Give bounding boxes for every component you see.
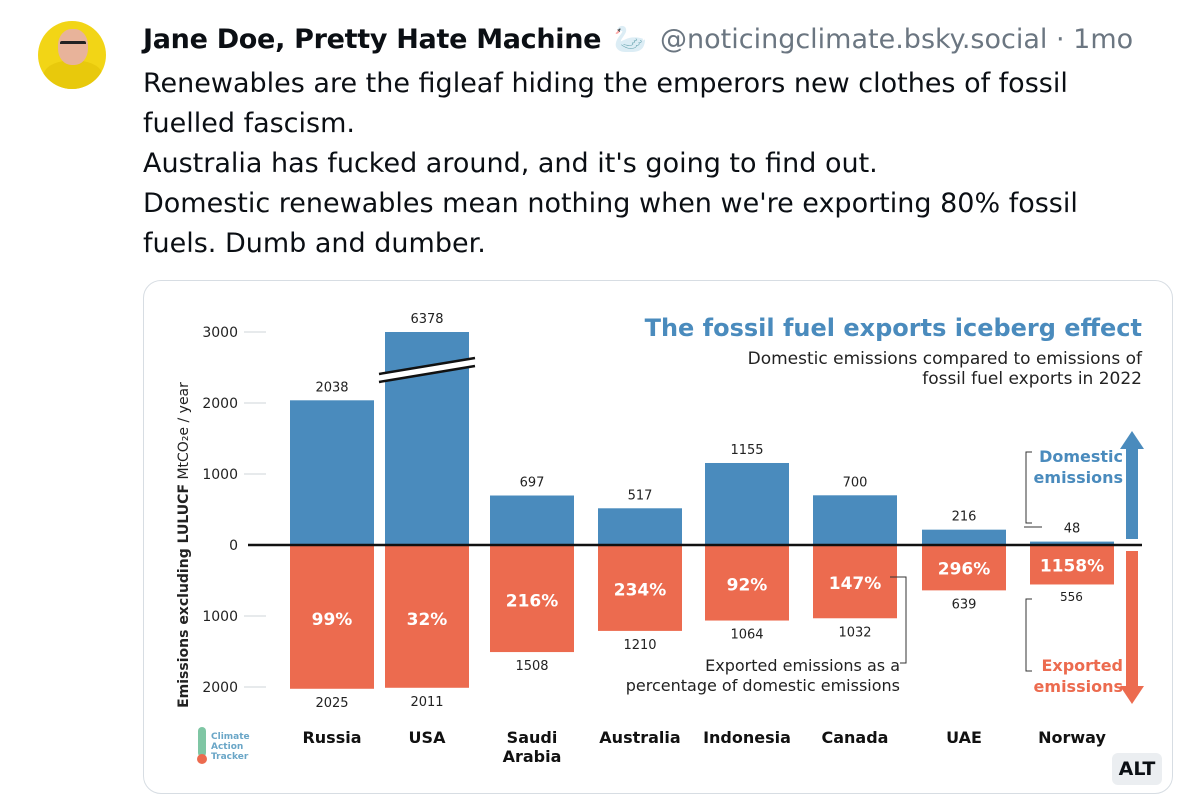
domestic-arrow-head — [1120, 431, 1144, 449]
exported-bar — [490, 545, 574, 653]
post-header: Jane Doe, Pretty Hate Machine 🦢 @noticin… — [143, 22, 1133, 58]
category-label: Norway — [1038, 728, 1106, 747]
exported-bar — [598, 545, 682, 631]
legend-bracket — [1025, 451, 1032, 524]
domestic-value-label: 216 — [952, 510, 977, 525]
domestic-bar — [598, 508, 682, 545]
axis-break-line — [378, 356, 476, 376]
legend-bracket — [1025, 598, 1032, 672]
domestic-value-label: 697 — [520, 476, 545, 491]
logo-text: Action — [211, 742, 243, 752]
exported-bar — [705, 545, 789, 621]
chart-title: The fossil fuel exports iceberg effect — [645, 314, 1142, 342]
exported-arrow-head — [1120, 686, 1144, 704]
y-axis-label: Emissions excluding LULUCF MtCO₂e / year — [176, 382, 192, 708]
legend-domestic-label: Domestic — [1039, 447, 1123, 466]
norway-exported-value-label: 556 — [1060, 590, 1083, 604]
percentage-annotation: percentage of domestic emissions — [626, 676, 900, 695]
y-tick-label: 3000 — [202, 325, 238, 341]
y-tick-label: 2000 — [202, 680, 238, 696]
domestic-bar — [490, 495, 574, 545]
exported-value-label: 1210 — [623, 638, 656, 653]
exported-bar — [1030, 545, 1114, 585]
post-paragraph: Renewables are the figleaf hiding the em… — [143, 68, 1077, 139]
category-label: USA — [409, 728, 447, 747]
exported-bar — [290, 545, 374, 689]
category-label: Canada — [822, 728, 889, 747]
annotation-bracket — [890, 576, 907, 664]
exported-arrow-shaft — [1126, 551, 1138, 686]
legend-exported-label: emissions — [1034, 677, 1123, 696]
domestic-bar — [922, 529, 1006, 545]
category-label: Saudi — [507, 728, 558, 747]
author-avatar[interactable] — [38, 21, 106, 89]
legend-exported-label: Exported — [1041, 656, 1123, 675]
export-percentage-label: 296% — [938, 560, 991, 580]
post-paragraph: Domestic renewables mean nothing when we… — [143, 188, 1087, 259]
export-percentage-label: 99% — [312, 610, 353, 630]
y-tick-label: 0 — [229, 538, 238, 554]
export-percentage-label: 32% — [407, 610, 448, 630]
exported-value-label: 1032 — [838, 625, 871, 640]
y-tick-label: 1000 — [202, 467, 238, 483]
domestic-arrow-shaft — [1126, 449, 1138, 539]
export-percentage-label: 216% — [506, 592, 559, 612]
iceberg-chart: The fossil fuel exports iceberg effect Do… — [176, 312, 1144, 766]
y-tick-label: 1000 — [202, 609, 238, 625]
percentage-annotation: Exported emissions as a — [705, 656, 900, 675]
exported-value-label: 1064 — [730, 628, 763, 643]
exported-value-label: 639 — [952, 597, 977, 612]
domestic-value-label: 1155 — [730, 443, 763, 458]
swan-emoji-icon: 🦢 — [613, 24, 648, 55]
category-label: UAE — [946, 728, 982, 747]
export-percentage-label: 234% — [614, 581, 667, 601]
domestic-value-label: 2038 — [315, 380, 348, 395]
exported-bar — [385, 545, 469, 688]
exported-bar — [813, 545, 897, 619]
meta-separator: · — [1055, 24, 1065, 55]
axis-break-line — [378, 364, 476, 384]
domestic-value-label: 517 — [628, 488, 653, 503]
image-embed[interactable]: The fossil fuel exports iceberg effect Do… — [143, 280, 1173, 794]
chart-subtitle: Domestic emissions compared to emissions… — [748, 349, 1143, 369]
logo-thermometer-icon — [198, 727, 206, 757]
domestic-bar — [1030, 541, 1114, 545]
domestic-bar — [813, 495, 897, 545]
category-label: Australia — [599, 728, 680, 747]
y-tick-label: 2000 — [202, 396, 238, 412]
author-name[interactable]: Jane Doe, Pretty Hate Machine — [143, 24, 602, 55]
post-text: Renewables are the figleaf hiding the em… — [143, 64, 1143, 264]
author-handle[interactable]: @noticingclimate.bsky.social — [660, 24, 1048, 55]
exported-value-label: 1508 — [515, 659, 548, 674]
axis-break-gap — [379, 358, 475, 382]
export-percentage-label: 92% — [727, 575, 768, 595]
post-paragraph: Australia has fucked around, and it's go… — [143, 148, 878, 179]
export-percentage-label: 147% — [829, 574, 882, 594]
domestic-value-label: 6378 — [410, 312, 443, 327]
logo-text: Climate — [211, 732, 250, 742]
domestic-bar — [705, 462, 789, 545]
domestic-value-label: 700 — [843, 475, 868, 490]
post-timestamp[interactable]: 1mo — [1073, 24, 1134, 55]
category-label: Arabia — [503, 747, 562, 766]
domestic-value-label: 48 — [1064, 522, 1081, 537]
exported-value-label: 2011 — [410, 695, 443, 710]
category-label: Indonesia — [703, 728, 791, 747]
domestic-bar — [290, 400, 374, 545]
legend-domestic-label: emissions — [1034, 468, 1123, 487]
export-percentage-label: 1158% — [1040, 557, 1104, 577]
logo-bulb-icon — [197, 754, 207, 764]
exported-value-label: 2025 — [315, 696, 348, 711]
logo-text: Tracker — [211, 752, 249, 762]
alt-text-button[interactable]: ALT — [1112, 753, 1162, 785]
exported-bar — [922, 545, 1006, 591]
category-label: Russia — [302, 728, 361, 747]
chart-subtitle: fossil fuel exports in 2022 — [922, 369, 1142, 389]
